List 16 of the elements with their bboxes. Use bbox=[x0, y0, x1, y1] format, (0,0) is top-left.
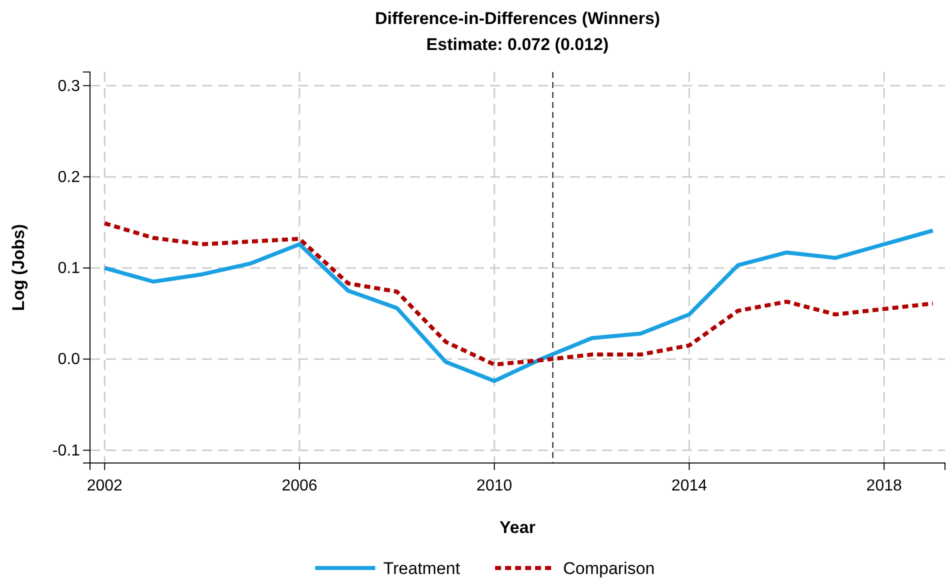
chart-subtitle: Estimate: 0.072 (0.012) bbox=[426, 35, 609, 54]
x-tick-label: 2002 bbox=[86, 478, 123, 495]
x-tick-label: 2006 bbox=[282, 478, 318, 495]
x-axis-title: Year bbox=[500, 518, 536, 537]
y-tick-label: 0.1 bbox=[58, 260, 80, 278]
y-axis-title: Log (Jobs) bbox=[9, 224, 28, 311]
legend-label: Comparison bbox=[563, 559, 655, 578]
legend-label: Treatment bbox=[383, 559, 460, 578]
x-tick-label: 2010 bbox=[476, 478, 512, 495]
y-tick-label: 0.2 bbox=[58, 168, 80, 186]
y-tick-label: 0.0 bbox=[58, 351, 80, 368]
x-tick-label: 2014 bbox=[671, 478, 708, 495]
x-tick-label: 2018 bbox=[866, 478, 902, 495]
y-tick-label: 0.3 bbox=[58, 78, 80, 95]
chart-title: Difference-in-Differences (Winners) bbox=[374, 9, 660, 28]
y-tick-label: -0.1 bbox=[52, 442, 80, 460]
